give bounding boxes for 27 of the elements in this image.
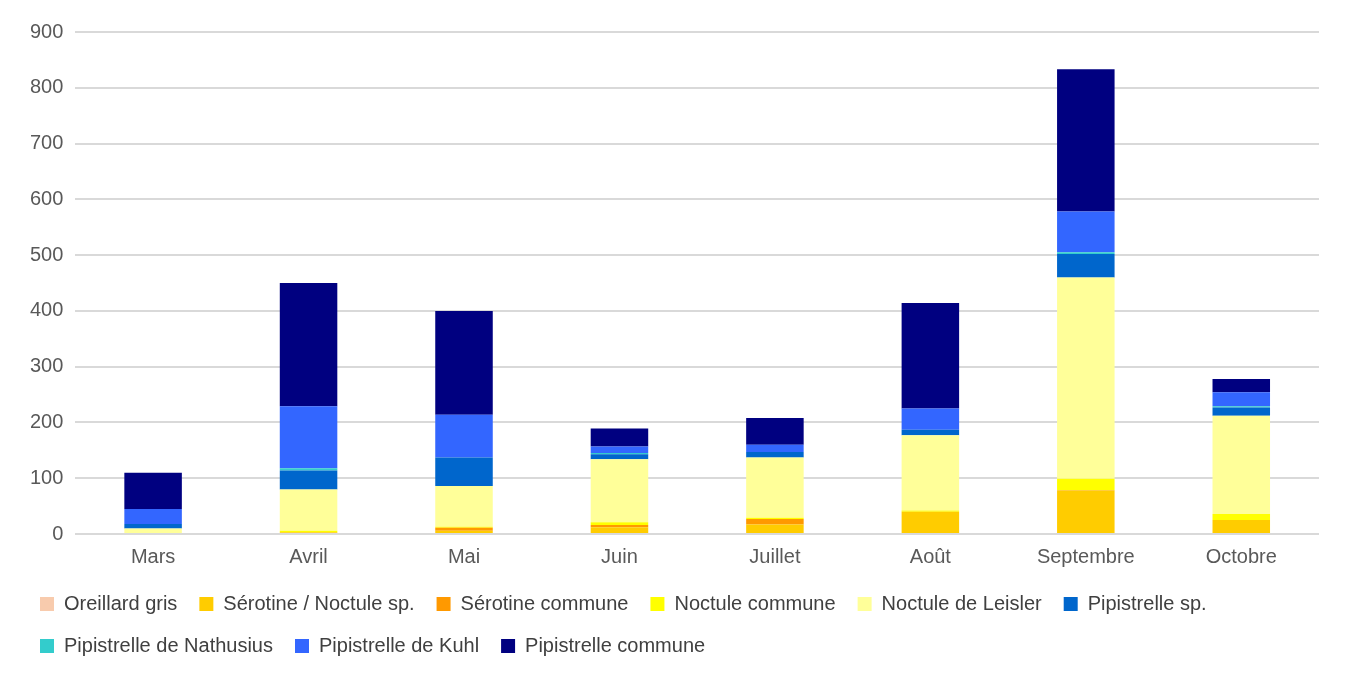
y-tick-label: 600 [29, 186, 64, 209]
y-tick-label: 500 [29, 242, 64, 265]
x-tick-label: Juillet [749, 544, 801, 567]
y-tick-label: 200 [29, 409, 64, 432]
y-tick-label: 100 [29, 465, 64, 488]
legend-label: Pipistrelle de Kuhl [318, 633, 480, 656]
legend-label: Pipistrelle de Nathusius [64, 633, 273, 656]
legend-label: Oreillard gris [64, 591, 178, 614]
y-tick-label: 0 [52, 521, 64, 544]
x-tick-label: Mai [447, 544, 481, 567]
legend-label: Pipistrelle sp. [1087, 591, 1207, 614]
x-tick-label: Octobre [1205, 544, 1277, 567]
y-tick-label: 700 [29, 131, 64, 154]
legend-label: Noctule commune [674, 591, 836, 614]
legend-label: Noctule de Leisler [881, 591, 1043, 614]
legend-label: Pipistrelle commune [525, 633, 706, 656]
y-tick-label: 900 [29, 19, 64, 42]
x-tick-label: Juin [601, 544, 638, 567]
legend-label: Sérotine / Noctule sp. [223, 591, 415, 614]
legend-label: Sérotine commune [460, 591, 629, 614]
y-tick-label: 800 [29, 75, 64, 98]
x-tick-label: Avril [289, 544, 328, 567]
x-tick-label: Août [909, 544, 952, 567]
x-tick-label: Septembre [1036, 544, 1135, 567]
x-tick-label: Mars [130, 544, 176, 567]
y-tick-label: 300 [29, 354, 64, 377]
y-tick-label: 400 [29, 298, 64, 321]
